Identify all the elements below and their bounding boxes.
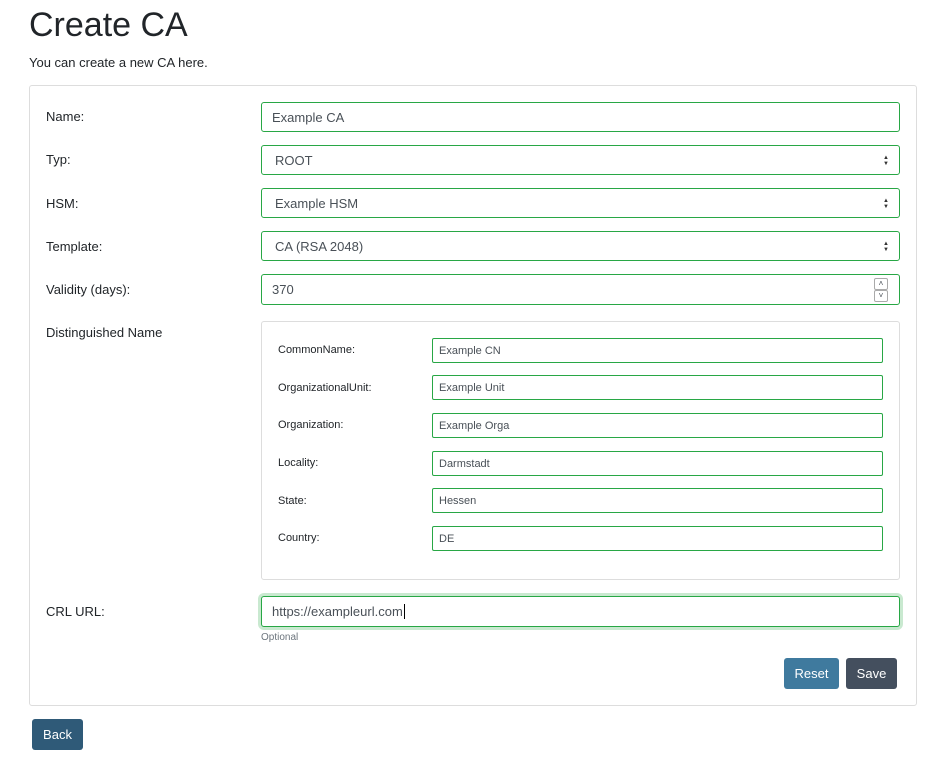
field-value: DE: [439, 532, 455, 545]
select-arrows-icon: ▲ ▼: [883, 241, 889, 253]
save-button[interactable]: Save: [846, 658, 897, 689]
name-value: Example CA: [272, 109, 345, 125]
crl-value: https://exampleurl.com: [272, 604, 403, 619]
text-cursor: [403, 604, 405, 619]
crl-url-input[interactable]: https://exampleurl.com: [261, 596, 900, 627]
field-value: Example CN: [439, 344, 501, 357]
field-value: Example Unit: [439, 381, 505, 394]
dn-country-input[interactable]: DE: [432, 526, 883, 551]
name-input[interactable]: Example CA: [261, 102, 900, 132]
crl-help-text: Optional: [261, 632, 299, 643]
spin-up-icon[interactable]: ˄: [874, 278, 888, 290]
template-label: Template:: [46, 239, 103, 254]
page-title: Create CA: [29, 6, 188, 44]
back-button[interactable]: Back: [32, 719, 83, 750]
hsm-select[interactable]: Example HSM ▲ ▼: [261, 188, 900, 218]
dn-locality-input[interactable]: Darmstadt: [432, 451, 883, 476]
dn-state-input[interactable]: Hessen: [432, 488, 883, 513]
dn-label: Distinguished Name: [46, 325, 163, 340]
validity-label: Validity (days):: [46, 282, 131, 297]
validity-input[interactable]: 370 ˄ ˅: [261, 274, 900, 305]
field-value: Darmstadt: [439, 457, 490, 470]
template-value: CA (RSA 2048): [275, 238, 364, 254]
dn-state-label: State:: [278, 495, 307, 507]
create-ca-form: [29, 85, 917, 706]
spin-down-icon[interactable]: ˅: [874, 290, 888, 302]
reset-button[interactable]: Reset: [784, 658, 839, 689]
dn-org-unit-label: OrganizationalUnit:: [278, 382, 372, 394]
typ-value: ROOT: [275, 152, 313, 168]
validity-value: 370: [272, 282, 294, 297]
hsm-label: HSM:: [46, 196, 79, 211]
page-subtitle: You can create a new CA here.: [29, 55, 208, 70]
typ-label: Typ:: [46, 152, 71, 167]
typ-select[interactable]: ROOT ▲ ▼: [261, 145, 900, 175]
select-arrows-icon: ▲ ▼: [883, 155, 889, 167]
dn-country-label: Country:: [278, 532, 320, 544]
dn-locality-label: Locality:: [278, 457, 319, 469]
crl-label: CRL URL:: [46, 604, 105, 619]
hsm-value: Example HSM: [275, 195, 359, 211]
dn-common-name-input[interactable]: Example CN: [432, 338, 883, 363]
dn-organization-input[interactable]: Example Orga: [432, 413, 883, 438]
dn-common-name-label: CommonName:: [278, 344, 356, 356]
field-value: Hessen: [439, 494, 477, 507]
name-label: Name:: [46, 109, 85, 124]
dn-panel: [261, 321, 900, 580]
dn-organization-label: Organization:: [278, 419, 344, 431]
select-arrows-icon: ▲ ▼: [883, 198, 889, 210]
template-select[interactable]: CA (RSA 2048) ▲ ▼: [261, 231, 900, 261]
field-value: Example Orga: [439, 419, 510, 432]
dn-org-unit-input[interactable]: Example Unit: [432, 375, 883, 400]
